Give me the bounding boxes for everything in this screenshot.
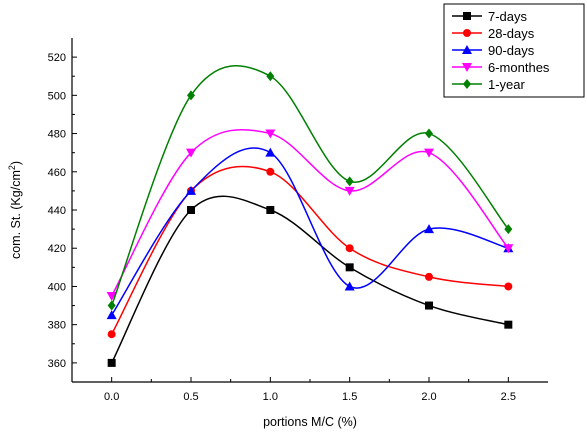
data-point (504, 320, 513, 329)
data-point (107, 300, 116, 311)
series-line (111, 165, 509, 335)
data-point (187, 90, 195, 101)
y-tick-label: 400 (48, 281, 66, 293)
series-6-monthes (106, 128, 514, 301)
y-axis: 360 380 400 420 440 460 480 500 520 (48, 52, 77, 370)
legend-label: 6-monthes (488, 60, 550, 75)
data-point (106, 310, 117, 320)
data-point (266, 167, 275, 176)
series-90-days (106, 147, 514, 320)
y-tick-label: 500 (48, 90, 66, 102)
y-tick-label: 420 (48, 243, 66, 255)
data-point (344, 186, 355, 196)
data-point (186, 185, 196, 195)
data-point (345, 176, 354, 187)
data-point (345, 263, 354, 272)
legend-item: 7-days (452, 9, 528, 24)
data-point (345, 244, 354, 253)
data-point (106, 292, 117, 301)
legend-item: 6-monthes (452, 60, 550, 75)
data-point (107, 330, 116, 339)
data-point (107, 358, 116, 367)
series-line (111, 128, 509, 297)
data-point (425, 272, 433, 281)
x-axis-label: portions M/C (%) (263, 415, 357, 429)
data-point (504, 224, 513, 235)
legend-marker (463, 79, 471, 89)
y-axis-label: com. St. (Kg/cm2) (7, 161, 23, 259)
data-point (424, 224, 434, 234)
y-tick-label: 480 (48, 129, 66, 141)
data-point (266, 71, 275, 82)
x-tick-label: 0.0 (104, 391, 119, 403)
x-tick-label: 1.0 (263, 391, 278, 403)
x-tick-label: 2.5 (501, 391, 516, 403)
data-point (344, 281, 355, 291)
data-point (187, 206, 195, 214)
legend-label: 1-year (488, 77, 526, 92)
legend-marker (462, 63, 472, 72)
series-line (111, 147, 509, 316)
data-point (504, 282, 513, 291)
data-point (265, 129, 276, 139)
legend-marker (463, 12, 471, 20)
legend-label: 28-days (488, 26, 535, 41)
legend-item: 1-year (452, 77, 526, 92)
x-tick-label: 0.5 (183, 391, 198, 403)
y-tick-label: 460 (48, 167, 66, 179)
data-point (265, 147, 276, 157)
legend-label: 90-days (488, 43, 535, 58)
series-line (110, 64, 509, 306)
y-tick-label: 360 (48, 358, 66, 370)
legend: 7-days 28-days 90-days 6-monthes 1-year (443, 3, 585, 98)
legend-marker (463, 29, 471, 37)
legend-label: 7-days (488, 9, 528, 24)
y-tick-label: 380 (48, 320, 66, 332)
series-layer (106, 64, 514, 367)
data-point (266, 206, 275, 214)
y-tick-label: 520 (48, 52, 66, 64)
series-1-year (107, 64, 513, 311)
series-7-days (107, 195, 513, 367)
data-point (425, 128, 433, 139)
legend-item: 28-days (452, 26, 535, 41)
data-point (186, 148, 196, 158)
x-tick-label: 2.0 (421, 391, 436, 403)
data-point (425, 301, 433, 310)
data-point (424, 148, 434, 158)
x-axis: 0.0 0.5 1.0 1.5 2.0 2.5 (104, 377, 516, 403)
legend-item: 90-days (452, 43, 535, 58)
data-point (503, 244, 514, 254)
x-tick-label: 1.5 (342, 391, 357, 403)
y-tick-label: 440 (48, 205, 66, 217)
legend-marker (462, 45, 472, 54)
